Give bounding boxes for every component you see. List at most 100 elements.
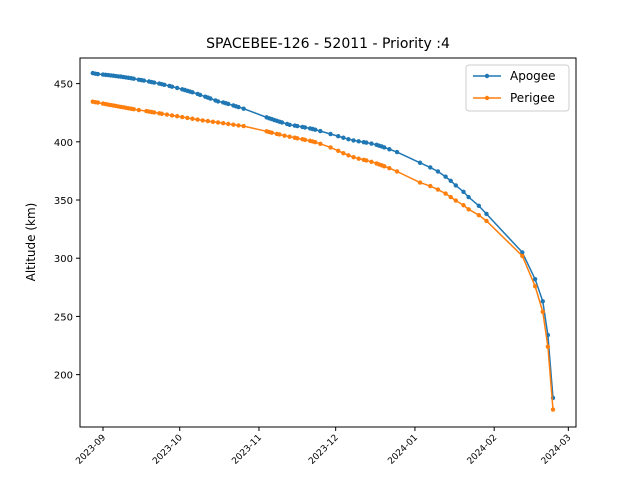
perigee-data-point — [417, 180, 423, 185]
perigee-data-point — [356, 156, 361, 161]
y-tick-label: 400 — [54, 138, 73, 149]
apogee-data-point — [461, 189, 466, 195]
apogee-data-point — [336, 134, 341, 139]
perigee-data-point — [269, 130, 274, 135]
perigee-data-point — [302, 137, 308, 143]
apogee-data-point — [190, 90, 195, 95]
perigee-data-point — [231, 122, 236, 127]
perigee-data-point — [394, 169, 400, 174]
apogee-series-line — [92, 72, 554, 398]
perigee-data-point — [200, 118, 205, 123]
perigee-data-point — [220, 120, 226, 126]
perigee-data-point — [382, 164, 387, 169]
apogee-data-point — [295, 123, 300, 129]
perigee-data-point — [210, 119, 216, 124]
perigee-data-point — [136, 107, 141, 113]
perigee-legend-marker — [484, 95, 490, 101]
plot-frame — [79, 57, 577, 428]
perigee-data-point — [364, 158, 369, 163]
apogee-data-point — [302, 125, 308, 130]
y-tick-label: 300 — [54, 254, 73, 265]
perigee-data-point — [461, 203, 466, 208]
perigee-data-point — [550, 407, 556, 412]
perigee-data-point — [435, 187, 441, 192]
apogee-data-point — [351, 138, 356, 143]
y-tick-label: 450 — [54, 80, 73, 91]
perigee-data-point — [190, 116, 195, 121]
perigee-data-point — [540, 309, 545, 314]
apogee-data-point — [151, 80, 157, 85]
apogee-data-point — [453, 183, 459, 188]
y-axis: 200 250 300 350 400 450 — [54, 80, 80, 382]
perigee-data-point — [443, 191, 448, 196]
apogee-data-point — [520, 250, 525, 255]
perigee-data-point — [484, 218, 489, 224]
perigee-data-point — [164, 112, 170, 117]
perigee-data-point — [174, 114, 180, 119]
perigee-data-point — [328, 145, 333, 150]
apogee-data-point — [279, 120, 285, 125]
legend: Apogee Perigee — [465, 64, 570, 112]
perigee-data-point — [448, 194, 453, 200]
perigee-data-point — [159, 111, 165, 116]
apogee-data-point — [226, 101, 231, 107]
apogee-legend-marker — [484, 73, 490, 79]
y-tick-label: 350 — [54, 196, 73, 207]
perigee-data-point — [287, 134, 292, 139]
perigee-data-point — [336, 148, 341, 153]
apogee-data-point — [313, 127, 318, 132]
apogee-data-point — [364, 140, 369, 145]
apogee-data-point — [532, 276, 538, 282]
perigee-data-point — [151, 110, 157, 115]
apogee-data-point — [443, 174, 448, 179]
perigee-data-point — [520, 253, 525, 259]
perigee-data-point — [387, 166, 392, 171]
perigee-data-point — [169, 113, 175, 118]
perigee-data-point — [277, 132, 282, 137]
perigee-data-point — [313, 139, 318, 145]
perigee-data-point — [282, 133, 287, 138]
chart-title: SPACEBEE-126 - 52011 - Priority :4 — [206, 36, 450, 52]
apogee-data-point — [197, 92, 203, 98]
plot-area — [90, 70, 556, 412]
apogee-data-point — [215, 99, 221, 104]
perigee-data-point — [346, 153, 351, 158]
apogee-data-point — [476, 203, 482, 209]
apogee-data-point — [169, 84, 175, 89]
apogee-data-point — [466, 194, 471, 200]
apogee-data-point — [208, 96, 213, 101]
perigee-data-point — [185, 115, 190, 121]
apogee-data-point — [369, 141, 374, 146]
perigee-data-point — [466, 207, 471, 212]
perigee-data-point — [226, 121, 231, 127]
apogee-data-point — [236, 104, 241, 110]
perigee-data-point — [351, 154, 356, 160]
perigee-data-point — [318, 141, 323, 146]
apogee-data-point — [328, 131, 333, 137]
perigee-data-point — [131, 107, 136, 112]
perigee-data-point — [205, 118, 211, 124]
perigee-data-point — [195, 117, 200, 122]
perigee-data-point — [241, 123, 246, 129]
perigee-data-point — [180, 114, 185, 120]
apogee-data-point — [141, 78, 147, 83]
apogee-data-point — [287, 122, 292, 128]
apogee-data-point — [417, 160, 423, 165]
apogee-data-point — [435, 169, 441, 174]
perigee-data-point — [532, 283, 538, 289]
perigee-data-point — [95, 100, 101, 105]
perigee-data-point — [341, 151, 346, 156]
apogee-data-point — [428, 165, 433, 170]
apogee-data-point — [174, 85, 180, 91]
apogee-data-point — [341, 135, 346, 140]
apogee-data-point — [382, 145, 387, 150]
apogee-data-point — [540, 299, 545, 304]
perigee-data-point — [295, 136, 300, 141]
perigee-legend-label: Perigee — [510, 91, 555, 105]
apogee-data-point — [162, 82, 167, 87]
perigee-data-point — [369, 159, 374, 165]
perigee-data-point — [545, 344, 551, 349]
y-tick-label: 200 — [54, 371, 73, 382]
perigee-data-point — [428, 183, 433, 189]
